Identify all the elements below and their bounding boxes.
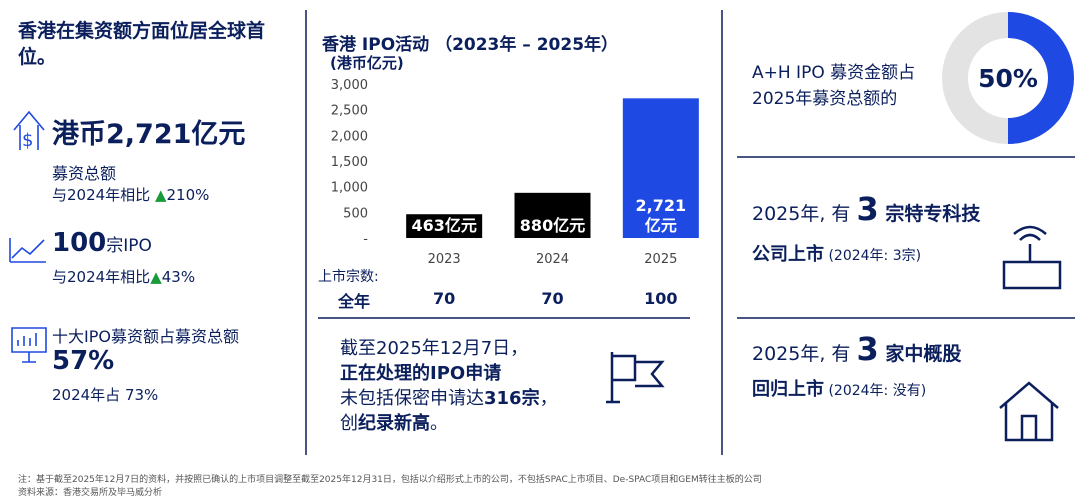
x-tick-label: 2024 <box>536 252 569 267</box>
pie-label: 50% <box>978 64 1038 93</box>
icons: $ <box>9 110 1062 442</box>
text: 与2024年相比 <box>52 268 151 286</box>
footnote: 资料来源：香港交易所及毕马威分析 <box>18 488 163 498</box>
text: 公司上市 <box>752 244 824 265</box>
listing-count: 100 <box>644 289 677 308</box>
text: 2025年, 有 <box>752 343 857 365</box>
tech-line: 2025年, 有 3 宗特专科技 <box>752 190 980 228</box>
stat-label: 募资总额 <box>52 164 117 183</box>
chart-title: 香港 IPO活动 （2023年 – 2025年） <box>322 35 619 55</box>
svg-text:$: $ <box>22 130 33 151</box>
share-text: A+H IPO 募资金额占 2025年募资总额的 <box>752 60 915 112</box>
text: 宗特专科技 <box>878 203 981 225</box>
text: 43% <box>161 268 196 286</box>
text: 2025年募资总额的 <box>752 89 898 109</box>
stat-value: 57% <box>52 346 115 376</box>
text: 。 <box>430 413 448 434</box>
chart-subtitle: (港币亿元) <box>330 54 404 72</box>
text: 正在处理的IPO申请 <box>340 363 502 384</box>
arrow: ▲ <box>154 186 167 204</box>
y-tick-label: 3,000 <box>331 78 368 93</box>
bar <box>406 214 483 238</box>
text: 210% <box>166 186 210 204</box>
x-tick-label: 2025 <box>644 252 677 267</box>
y-tick-label: - <box>363 232 368 247</box>
listing-row: 全年 <box>338 292 371 311</box>
listing-count: 70 <box>433 289 455 308</box>
text: 家中概股 <box>878 343 962 365</box>
stat-compare: 与2024年相比▲43% <box>52 266 195 287</box>
bar <box>514 192 591 238</box>
text: 创 <box>340 413 358 434</box>
text: (2024年: 没有) <box>824 383 927 399</box>
text: A+H IPO 募资金额占 <box>752 63 916 83</box>
y-tick-label: 2,000 <box>331 129 368 144</box>
text: 未包括保密申请达 <box>340 388 484 409</box>
x-tick-label: 2023 <box>428 252 461 267</box>
text: 回归上市 <box>752 379 824 400</box>
arrow: ▲ <box>150 268 162 286</box>
text: 截至2025年12月7日， <box>340 338 529 359</box>
left-title: 香港在集资额方面位居全球首位。 <box>18 20 266 68</box>
text: 3 <box>856 190 879 228</box>
stat-compare: 2024年占 73% <box>52 386 159 404</box>
text: 宗IPO <box>106 236 152 256</box>
text: (2024年: 3宗) <box>824 248 922 264</box>
footnote: 注：基于截至2025年12月7日的资料，并按照已确认的上市项目调整至截至2025… <box>18 475 762 485</box>
tech-line: 公司上市 (2024年: 3宗) <box>752 240 921 266</box>
china-line: 回归上市 (2024年: 没有) <box>752 375 926 401</box>
y-tick-label: 1,500 <box>331 155 368 170</box>
china-line: 2025年, 有 3 家中概股 <box>752 330 961 368</box>
text: 与2024年相比 <box>52 186 155 204</box>
value-label: 463亿元 <box>411 216 477 235</box>
value-label: 880亿元 <box>519 216 586 235</box>
pie-slice <box>1008 12 1074 144</box>
stat-value: 100宗IPO <box>52 228 152 258</box>
text: 3 <box>856 330 879 368</box>
text: 纪录新高 <box>358 413 430 434</box>
text: 316宗 <box>484 388 540 409</box>
stat-value: 港币2,721亿元 <box>52 119 246 150</box>
listing-label: 上市宗数: <box>318 269 379 285</box>
y-tick-label: 1,000 <box>331 181 368 196</box>
bar <box>622 98 699 239</box>
y-tick-label: 2,500 <box>331 104 368 119</box>
pipeline: 截至2025年12月7日， 正在处理的IPO申请 未包括保密申请达316宗， 创… <box>340 336 558 436</box>
text: ， <box>539 388 558 409</box>
listing-count: 70 <box>541 289 563 308</box>
stat-compare: 与2024年相比 ▲210% <box>52 184 209 205</box>
y-tick-label: 500 <box>343 206 368 221</box>
text: 100 <box>52 228 107 258</box>
stat-label: 十大IPO募资额占募资总额 <box>52 327 239 346</box>
value-label: 2,721 亿元 <box>635 196 687 235</box>
text: 2025年, 有 <box>752 203 857 225</box>
dividers <box>305 10 1075 455</box>
